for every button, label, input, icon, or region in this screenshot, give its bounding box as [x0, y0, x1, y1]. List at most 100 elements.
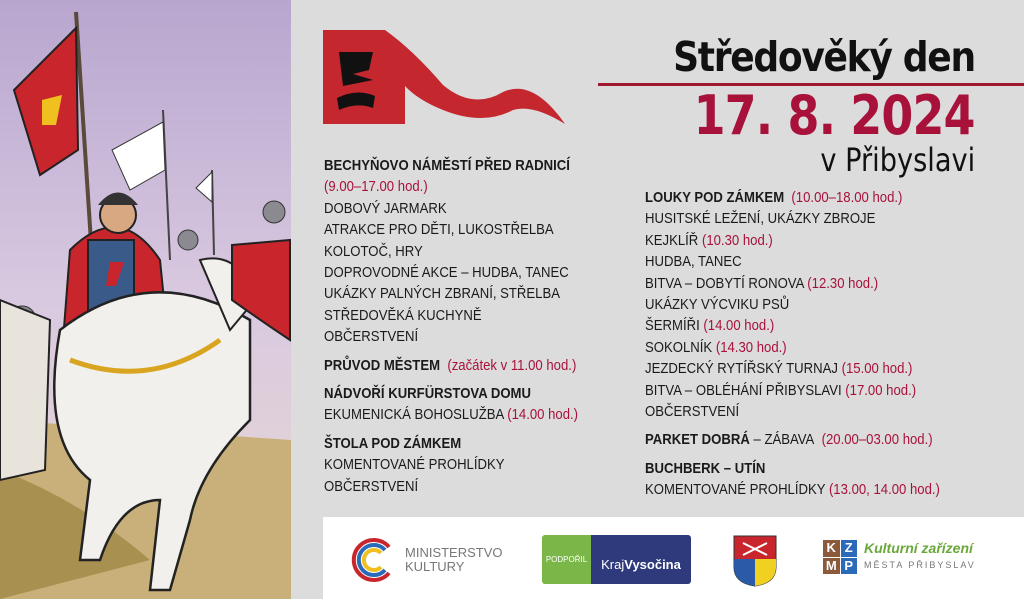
program-item-text: UKÁZKY VÝCVIKU PSŮ: [645, 297, 790, 314]
program-item-text: UKÁZKY PALNÝCH ZBRANÍ, STŘELBA: [324, 286, 560, 303]
program-item-text: KEJKLÍŘ: [645, 232, 699, 249]
program-item-text: BITVA – DOBYTÍ RONOVA: [645, 275, 804, 292]
program-item: EKUMENICKÁ BOHOSLUŽBA (14.00 hod.): [324, 405, 578, 426]
program-item-time: (13.00, 14.00 hod.): [828, 482, 940, 499]
program-item-time: (14.00 hod.): [507, 407, 579, 424]
program-item-text: KOMENTOVANÉ PROHLÍDKY: [324, 457, 505, 474]
program-item-text: OBČERSTVENÍ: [645, 404, 740, 421]
program-item: HUDBA, TANEC: [645, 252, 940, 273]
program-item: KEJKLÍŘ (10.30 hod.): [645, 231, 940, 252]
program-item: KOMENTOVANÉ PROHLÍDKY (13.00, 14.00 hod.…: [645, 480, 940, 501]
event-date: 17. 8. 2024: [693, 84, 976, 147]
program-item-text: DOPROVODNÉ AKCE – HUDBA, TANEC: [324, 265, 569, 282]
program-section: BECHYŇOVO NÁMĚSTÍ PŘED RADNICÍ (9.00–17.0…: [324, 156, 578, 349]
section-heading-line: BUCHBERK – UTÍN: [645, 459, 940, 480]
kzmp-logo: K Z M P Kulturní zařízení MĚSTA PŘIBYSLA…: [823, 540, 1023, 576]
section-heading-line: NÁDVOŘÍ KURFÜRSTOVA DOMU: [324, 384, 578, 405]
program-item: UKÁZKY VÝCVIKU PSŮ: [645, 295, 940, 316]
program-item-time: (10.30 hod.): [701, 232, 773, 249]
program-item: OBČERSTVENÍ: [324, 327, 578, 348]
program-item: OBČERSTVENÍ: [645, 402, 940, 423]
sponsor-band: MINISTERSTVO KULTURY PODPOŘIL Kraj Vysoč…: [323, 517, 1024, 599]
program-item: (9.00–17.00 hod.): [324, 177, 578, 198]
ministry-line2: KULTURY: [405, 559, 465, 574]
event-place: v Přibyslavi: [820, 141, 975, 179]
program-item-time: (12.30 hod.): [807, 275, 879, 292]
kzmp-letter: Z: [840, 540, 857, 557]
program-item-text: KOLOTOČ, HRY: [324, 243, 423, 260]
program-item: BITVA – DOBYTÍ RONOVA (12.30 hod.): [645, 274, 940, 295]
program-item-text: KOMENTOVANÉ PROHLÍDKY: [645, 482, 826, 499]
program-item: BITVA – OBLÉHÁNÍ PŘIBYSLAVI (17.00 hod.): [645, 381, 940, 402]
title-divider: [598, 83, 1024, 86]
section-heading: BECHYŇOVO NÁMĚSTÍ PŘED RADNICÍ: [324, 158, 570, 174]
program-section: BUCHBERK – UTÍN KOMENTOVANÉ PROHLÍDKY (13…: [645, 459, 940, 502]
section-heading-suffix: – ZÁBAVA: [749, 432, 815, 449]
program-section: NÁDVOŘÍ KURFÜRSTOVA DOMU EKUMENICKÁ BOHOS…: [324, 384, 578, 427]
section-heading: NÁDVOŘÍ KURFÜRSTOVA DOMU: [324, 386, 531, 403]
kraj-name-a: Kraj: [601, 557, 625, 572]
program-item: DOBOVÝ JARMARK: [324, 199, 578, 220]
program-section: ŠTOLA POD ZÁMKEM KOMENTOVANÉ PROHLÍDKY OBČ…: [324, 434, 578, 498]
event-flag-logo: [323, 30, 565, 124]
section-heading-line: PARKET DOBRÁ – ZÁBAVA (20.00–03.00 hod.): [645, 430, 940, 451]
section-heading-line: BECHYŇOVO NÁMĚSTÍ PŘED RADNICÍ: [324, 156, 578, 177]
program-section: PARKET DOBRÁ – ZÁBAVA (20.00–03.00 hod.): [645, 430, 940, 451]
ministry-line1: MINISTERSTVO: [405, 545, 503, 560]
kraj-vysocina-logo: PODPOŘIL Kraj Vysočina: [542, 535, 691, 584]
pribyslav-coat-of-arms-icon: [733, 535, 777, 587]
program-item-time: (14.30 hod.): [715, 339, 787, 356]
section-heading: ŠTOLA POD ZÁMKEM: [324, 435, 462, 452]
section-heading: LOUKY POD ZÁMKEM: [645, 190, 785, 206]
program-item-text: STŘEDOVĚKÁ KUCHYNĚ: [324, 307, 482, 324]
kraj-name-b: Vysočina: [624, 557, 681, 572]
section-heading: PARKET DOBRÁ: [645, 432, 750, 449]
kzmp-letter: K: [823, 540, 840, 557]
program-section: LOUKY POD ZÁMKEM (10.00–18.00 hod.) HUSIT…: [645, 188, 940, 423]
program-item-text: BITVA – OBLÉHÁNÍ PŘIBYSLAVI: [645, 382, 842, 399]
program-item-text: EKUMENICKÁ BOHOSLUŽBA: [324, 407, 504, 424]
program-item-text: OBČERSTVENÍ: [324, 478, 419, 495]
program-item-text: OBČERSTVENÍ: [324, 329, 419, 346]
program-left-column: BECHYŇOVO NÁMĚSTÍ PŘED RADNICÍ (9.00–17.0…: [324, 156, 578, 505]
kzmp-letter: P: [840, 557, 857, 574]
program-right-column: LOUKY POD ZÁMKEM (10.00–18.00 hod.) HUSIT…: [645, 188, 940, 509]
section-heading: PRŮVOD MĚSTEM: [324, 357, 441, 374]
program-item-text: ŠERMÍŘI: [645, 318, 700, 335]
program-section: PRŮVOD MĚSTEM (začátek v 11.00 hod.): [324, 356, 578, 377]
program-item: STŘEDOVĚKÁ KUCHYNĚ: [324, 306, 578, 327]
ministry-of-culture-logo: MINISTERSTVO KULTURY: [349, 537, 509, 583]
program-item: OBČERSTVENÍ: [324, 477, 578, 498]
kzmp-line1: Kulturní zařízení: [864, 540, 973, 556]
program-item: KOMENTOVANÉ PROHLÍDKY: [324, 455, 578, 476]
program-item-time: (9.00–17.00 hod.): [324, 179, 428, 196]
kzmp-line2: MĚSTA PŘIBYSLAV: [864, 560, 976, 570]
program-item-text: DOBOVÝ JARMARK: [324, 200, 447, 217]
section-heading-line: PRŮVOD MĚSTEM (začátek v 11.00 hod.): [324, 356, 578, 377]
section-time: (10.00–18.00 hod.): [791, 190, 903, 206]
program-item: JEZDECKÝ RYTÍŘSKÝ TURNAJ (15.00 hod.): [645, 359, 940, 380]
program-item: ŠERMÍŘI (14.00 hod.): [645, 316, 940, 337]
section-heading: BUCHBERK – UTÍN: [645, 460, 766, 477]
section-heading-line: ŠTOLA POD ZÁMKEM: [324, 434, 578, 455]
program-item: DOPROVODNÉ AKCE – HUDBA, TANEC: [324, 263, 578, 284]
program-item-text: ATRAKCE PRO DĚTI, LUKOSTŘELBA: [324, 222, 554, 239]
event-title: Středověký den: [673, 33, 976, 81]
program-item-time: (17.00 hod.): [845, 382, 917, 399]
medieval-knights-illustration: [0, 0, 291, 599]
program-item: KOLOTOČ, HRY: [324, 242, 578, 263]
section-heading-line: LOUKY POD ZÁMKEM (10.00–18.00 hod.): [645, 188, 940, 209]
section-time: (začátek v 11.00 hod.): [447, 357, 577, 374]
program-item: HUSITSKÉ LEŽENÍ, UKÁZKY ZBROJE: [645, 209, 940, 230]
program-item-text: SOKOLNÍK: [645, 339, 713, 356]
kraj-label: PODPOŘIL: [542, 535, 591, 584]
program-item-time: (14.00 hod.): [703, 318, 775, 335]
program-item: ATRAKCE PRO DĚTI, LUKOSTŘELBA: [324, 220, 578, 241]
kzmp-letter: M: [823, 557, 840, 574]
program-item: UKÁZKY PALNÝCH ZBRANÍ, STŘELBA: [324, 284, 578, 305]
program-item-text: JEZDECKÝ RYTÍŘSKÝ TURNAJ: [645, 361, 838, 378]
program-item-time: (15.00 hod.): [841, 361, 913, 378]
section-time: (20.00–03.00 hod.): [821, 432, 933, 449]
ministry-c-icon: [351, 538, 391, 582]
program-item-text: HUDBA, TANEC: [645, 254, 742, 271]
